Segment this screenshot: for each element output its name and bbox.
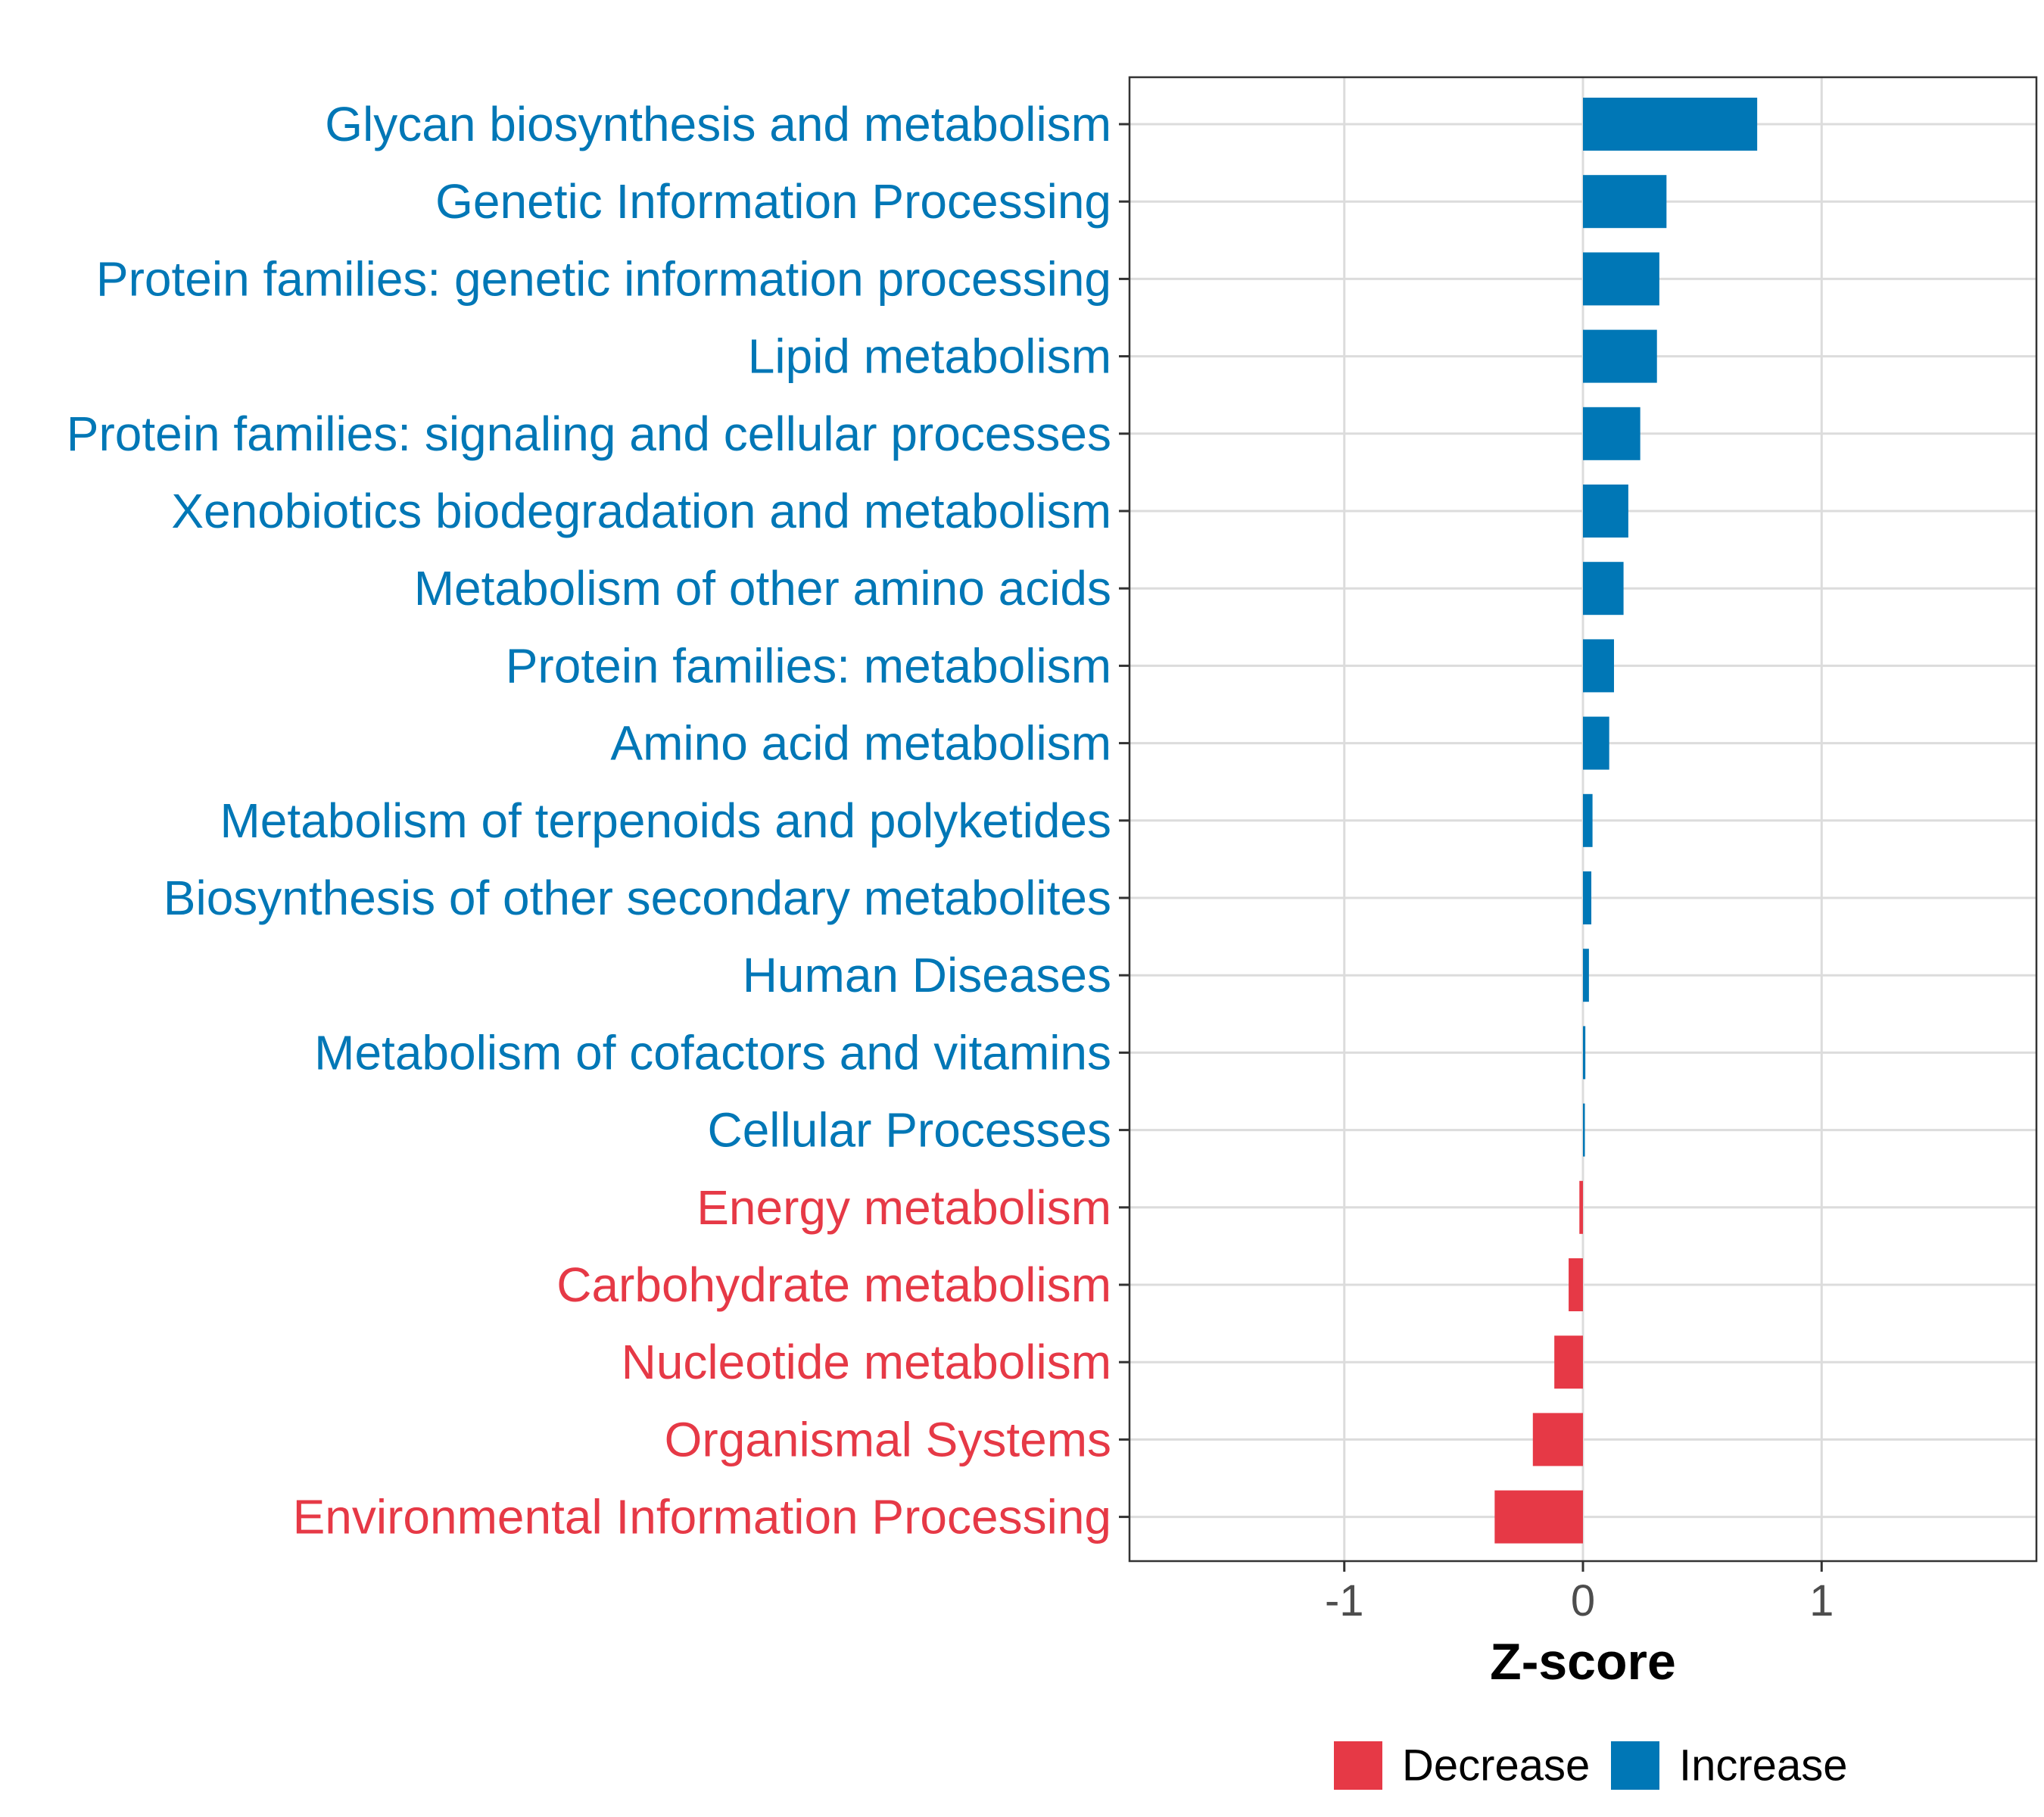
category-label: Protein families: genetic information pr… xyxy=(96,251,1111,306)
bar xyxy=(1583,562,1624,616)
category-label: Metabolism of other amino acids xyxy=(414,561,1111,616)
legend-swatch-decrease xyxy=(1334,1741,1382,1790)
bar xyxy=(1583,1103,1585,1157)
category-label: Energy metabolism xyxy=(696,1180,1111,1235)
y-axis-category-labels: Glycan biosynthesis and metabolism Geneti… xyxy=(67,97,1111,1544)
bar xyxy=(1583,407,1640,460)
category-label: Metabolism of cofactors and vitamins xyxy=(314,1025,1111,1080)
bar xyxy=(1583,639,1614,693)
x-tick-label: -1 xyxy=(1325,1576,1364,1625)
bar xyxy=(1583,98,1758,151)
bar xyxy=(1583,716,1609,770)
bar xyxy=(1583,485,1628,538)
category-label: Xenobiotics biodegradation and metabolis… xyxy=(171,484,1111,538)
category-label: Cellular Processes xyxy=(707,1103,1111,1158)
x-axis-title: Z-score xyxy=(1490,1633,1676,1691)
bar xyxy=(1583,329,1657,383)
bar xyxy=(1583,175,1667,229)
y-axis-ticks xyxy=(1119,123,1129,1519)
category-label: Nucleotide metabolism xyxy=(622,1335,1111,1389)
category-label: Lipid metabolism xyxy=(748,329,1111,384)
bar xyxy=(1579,1180,1583,1234)
bar xyxy=(1554,1335,1583,1389)
category-label: Amino acid metabolism xyxy=(610,716,1111,771)
category-label: Metabolism of terpenoids and polyketides xyxy=(220,793,1111,848)
category-label: Protein families: signaling and cellular… xyxy=(67,407,1111,461)
bar xyxy=(1569,1258,1583,1311)
legend: Decrease Increase xyxy=(1334,1741,1847,1791)
category-label: Environmental Information Processing xyxy=(293,1490,1111,1544)
bars xyxy=(1494,98,1758,1544)
category-label: Carbohydrate metabolism xyxy=(556,1258,1111,1312)
legend-swatch-increase xyxy=(1611,1741,1659,1790)
bar xyxy=(1583,949,1589,1002)
x-axis-ticks: -1 0 1 xyxy=(1325,1561,1834,1625)
bar xyxy=(1494,1490,1583,1544)
category-label: Protein families: metabolism xyxy=(506,638,1111,693)
bar xyxy=(1532,1413,1583,1466)
legend-label-increase: Increase xyxy=(1679,1741,1847,1791)
legend-label-decrease: Decrease xyxy=(1402,1741,1590,1791)
category-label: Biosynthesis of other secondary metaboli… xyxy=(164,871,1111,925)
x-tick-label: 0 xyxy=(1571,1576,1595,1625)
bar xyxy=(1583,871,1592,924)
bar xyxy=(1583,793,1593,847)
category-label: Organismal Systems xyxy=(665,1412,1111,1466)
bar xyxy=(1583,252,1659,306)
bar xyxy=(1583,1026,1586,1080)
x-tick-label: 1 xyxy=(1809,1576,1834,1625)
category-label: Human Diseases xyxy=(743,948,1111,1002)
category-label: Glycan biosynthesis and metabolism xyxy=(325,97,1111,151)
category-label: Genetic Information Processing xyxy=(435,174,1111,229)
